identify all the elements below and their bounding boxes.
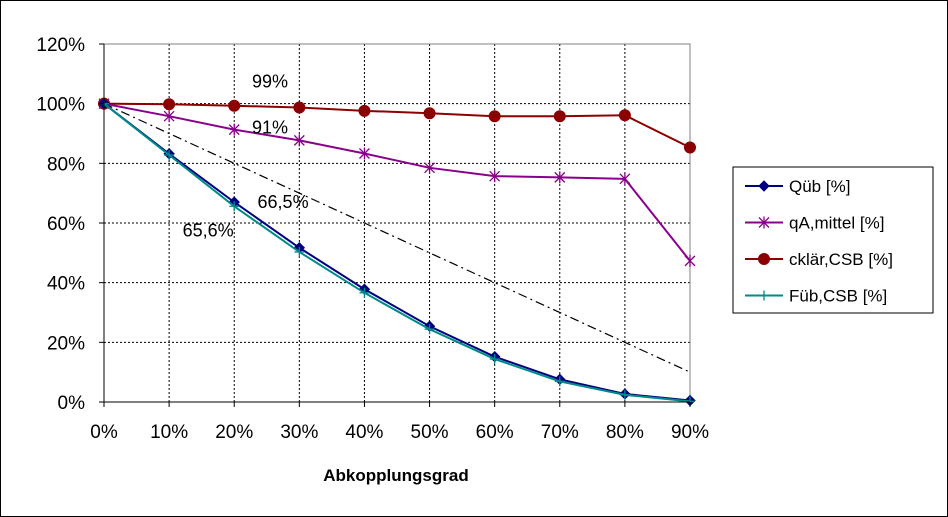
x-tick-label: 50% [411,422,449,443]
legend-swatch-marker [758,216,770,229]
legend: Qüb [%] qA,mittel [%] cklär,CSB [%] Füb,CSB… [732,166,934,314]
x-axis-ticks: 0% 10% 20% 30% 40% 50% 60% 70% 80% 90% [90,401,709,443]
legend-swatch-marker [758,253,770,265]
data-point [293,101,306,114]
data-point [684,141,696,154]
series-1 [98,97,696,267]
data-point [489,170,501,183]
y-tick-label: 120% [36,35,85,56]
y-tick-label: 80% [47,154,85,175]
series-line [103,102,691,149]
legend-item: cklär,CSB [%] [745,250,893,269]
legend-label: cklär,CSB [%] [789,250,893,269]
data-point [553,110,566,123]
data-point [684,254,696,267]
annotation-label: 99% [252,71,288,91]
series-2 [98,97,696,154]
legend-label: Qüb [%] [789,177,850,196]
x-axis-title: Abkopplungsgrad [323,466,468,485]
legend-item: Füb,CSB [%] [745,287,887,306]
series-0 [98,97,696,407]
annotation-label: 65,6% [183,220,234,240]
y-tick-label: 60% [47,214,85,235]
legend-item: qA,mittel [%] [745,214,884,233]
data-point [619,389,630,400]
data-point [163,98,176,111]
legend-label: qA,mittel [%] [789,214,884,233]
data-point [294,246,305,257]
data-point [163,110,175,123]
x-tick-label: 20% [215,422,253,443]
y-tick-label: 0% [58,393,86,414]
data-point [423,107,436,120]
series-line [103,102,691,402]
data-point [488,110,501,123]
data-point [228,99,241,112]
data-point [618,109,631,122]
y-tick-label: 20% [47,333,85,354]
legend-swatch-marker [759,290,769,301]
x-tick-label: 90% [671,422,709,443]
data-point [359,287,370,298]
y-tick-label: 40% [47,274,85,295]
data-point [164,149,175,160]
x-tick-label: 10% [150,422,188,443]
data-point [424,161,436,174]
x-tick-label: 70% [541,422,579,443]
y-axis-ticks: 0% 20% 40% 60% 80% 100% 120% [36,35,105,414]
y-tick-label: 100% [36,95,85,116]
x-tick-label: 40% [345,422,383,443]
x-tick-label: 0% [90,422,118,443]
data-point [424,324,435,335]
data-point [229,201,240,212]
x-tick-label: 60% [476,422,514,443]
series-line [103,102,691,403]
legend-box [732,166,934,314]
legend-item: Qüb [%] [745,177,850,196]
data-point [554,376,565,387]
series-3 [99,98,695,407]
annotation-label: 66,5% [258,192,309,212]
data-point [489,354,500,365]
legend-swatch-marker [758,180,770,192]
data-point [293,134,305,147]
data-point [554,171,566,184]
series-lines [98,97,696,407]
annotation-label: 91% [252,118,288,138]
data-point [358,147,370,160]
x-tick-label: 30% [280,422,318,443]
data-point [358,104,371,117]
legend-label: Füb,CSB [%] [789,287,887,306]
data-point [228,123,240,136]
x-tick-label: 80% [606,422,644,443]
series-line [103,102,691,262]
data-point [619,172,631,185]
reference-line [103,103,691,373]
reference-line-path [103,103,691,373]
annotations: 99% 91% 66,5% 65,6% [183,71,309,240]
